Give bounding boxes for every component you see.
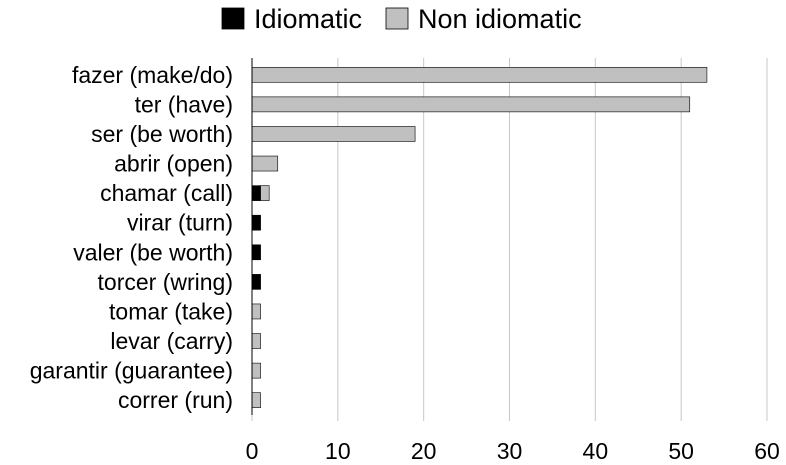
- x-tick-label: 60: [754, 438, 780, 464]
- bar-non-idiomatic-abrir: [251, 155, 279, 172]
- category-label: torcer (wring): [98, 269, 233, 295]
- bar-idiomatic-torcer: [251, 274, 261, 290]
- bar-idiomatic-chamar: [251, 185, 261, 201]
- x-tick-label: 50: [668, 438, 694, 464]
- category-label: ser (be worth): [91, 121, 233, 147]
- category-label: levar (carry): [110, 328, 233, 354]
- category-label: garantir (guarantee): [30, 358, 233, 384]
- bar-non-idiomatic-garantir: [251, 362, 261, 379]
- category-label: correr (run): [118, 387, 233, 413]
- category-label: chamar (call): [100, 180, 233, 206]
- bar-idiomatic-valer: [251, 244, 261, 261]
- x-tick-label: 30: [497, 438, 523, 464]
- bar-non-idiomatic-ter: [251, 96, 691, 113]
- legend-label-non-idiomatic: Non idiomatic: [418, 4, 582, 34]
- bars: [251, 66, 708, 409]
- category-label: abrir (open): [114, 151, 233, 177]
- category-label: ter (have): [135, 91, 233, 117]
- x-tick-label: 10: [325, 438, 351, 464]
- y-axis-labels: fazer (make/do) ter (have) ser (be worth) a…: [30, 62, 233, 413]
- bar-non-idiomatic-chamar: [260, 185, 270, 201]
- x-axis-labels: 0 10 20 30 40 50 60: [246, 438, 780, 464]
- bar-non-idiomatic-correr: [251, 392, 261, 409]
- bar-non-idiomatic-fazer: [251, 66, 708, 83]
- category-label: valer (be worth): [73, 239, 233, 265]
- grid: [251, 58, 768, 421]
- legend: Idiomatic Non idiomatic: [221, 4, 582, 34]
- category-label: tomar (take): [109, 298, 233, 324]
- category-label: virar (turn): [127, 210, 233, 236]
- legend-label-idiomatic: Idiomatic: [254, 4, 362, 34]
- category-label: fazer (make/do): [72, 62, 233, 88]
- legend-swatch-non-idiomatic: [385, 7, 409, 30]
- x-tick-label: 0: [246, 438, 259, 464]
- x-tick-label: 40: [583, 438, 609, 464]
- bar-idiomatic-virar: [251, 214, 261, 231]
- bar-non-idiomatic-levar: [251, 333, 261, 349]
- x-tick-label: 20: [411, 438, 437, 464]
- bar-non-idiomatic-ser: [251, 126, 416, 142]
- legend-swatch-idiomatic: [221, 7, 245, 30]
- bar-non-idiomatic-tomar: [251, 303, 261, 320]
